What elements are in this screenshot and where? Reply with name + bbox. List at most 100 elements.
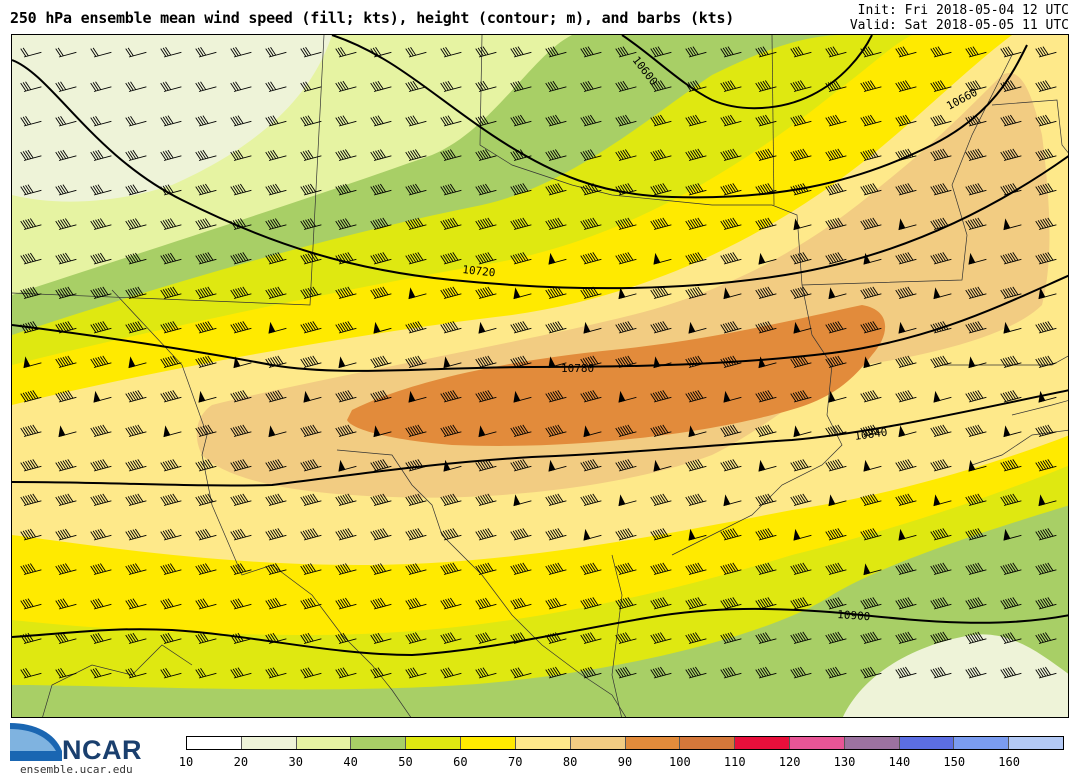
wind-barb (685, 597, 707, 610)
wind-barb (825, 148, 847, 161)
wind-barb (965, 493, 987, 506)
wind-barb (650, 46, 672, 58)
wind-barb (825, 217, 847, 230)
colorbar-segment (351, 737, 407, 749)
wind-barb (338, 356, 357, 369)
wind-barb (405, 424, 427, 437)
wind-barb (860, 666, 882, 679)
wind-barb (1000, 183, 1022, 196)
wind-barb (20, 81, 42, 92)
wind-barb (860, 183, 882, 196)
wind-barb (125, 149, 147, 161)
wind-barb (125, 632, 147, 644)
wind-barb (650, 562, 672, 575)
wind-barb (265, 115, 287, 127)
boundary-line (111, 289, 412, 717)
wind-barb (720, 321, 742, 334)
wind-barb (685, 493, 707, 506)
wind-barb (20, 184, 42, 196)
wind-barb (968, 252, 987, 265)
wind-barb (90, 355, 112, 368)
wind-barb (545, 562, 567, 575)
wind-barb (230, 667, 252, 679)
wind-barb (265, 149, 287, 161)
wind-barb (790, 252, 812, 265)
wind-barb (650, 424, 672, 437)
wind-barb (860, 217, 882, 230)
wind-barb (863, 356, 882, 369)
wind-barb (440, 562, 462, 575)
wind-barb (723, 494, 742, 507)
wind-barb (510, 632, 532, 644)
wind-barb (825, 114, 847, 127)
wind-barb (860, 528, 882, 541)
wind-barb (265, 667, 287, 679)
wind-barb (860, 80, 882, 92)
wind-barb (55, 252, 77, 265)
wind-barb (195, 459, 217, 472)
wind-barb (825, 252, 847, 265)
wind-barb (475, 217, 497, 230)
wind-barb (370, 493, 392, 506)
wind-barb (335, 252, 357, 265)
wind-barb (475, 562, 497, 575)
wind-barb (125, 563, 147, 575)
boundary-line (801, 54, 1013, 286)
wind-barb (303, 390, 322, 403)
wind-barb (930, 597, 952, 610)
wind-barb (195, 528, 217, 541)
wind-barb (863, 252, 882, 265)
wind-barb (440, 286, 462, 299)
wind-barb (793, 218, 812, 231)
wind-barb (1000, 355, 1022, 368)
wind-barb (335, 115, 357, 127)
logo-swoosh-light (10, 729, 56, 751)
wind-barb (405, 597, 427, 610)
wind-barb (443, 356, 462, 369)
wind-barb (895, 183, 917, 196)
wind-barb (300, 149, 322, 161)
wind-barb (405, 47, 427, 58)
wind-barb (720, 80, 742, 92)
wind-barb (685, 632, 707, 644)
wind-barb (55, 149, 77, 161)
wind-barb (55, 668, 77, 679)
wind-barb (405, 355, 427, 368)
wind-barb (55, 218, 77, 230)
wind-barb (755, 286, 777, 299)
wind-barb (895, 148, 917, 161)
wind-barb (125, 528, 147, 541)
colorbar-segment (680, 737, 736, 749)
wind-barb (755, 114, 777, 127)
wind-barb (405, 115, 427, 127)
wind-barb (580, 217, 602, 230)
wind-barb (300, 563, 322, 575)
wind-barb (373, 321, 392, 334)
wind-barb (300, 115, 322, 127)
wind-barb (930, 321, 952, 334)
colorbar-segment (241, 737, 297, 749)
wind-barb (300, 424, 322, 437)
colorbar-tick-label: 40 (343, 755, 358, 769)
wind-barb (195, 183, 217, 196)
wind-barb (20, 598, 42, 610)
wind-barb (1038, 390, 1057, 403)
wind-barb (58, 425, 77, 438)
wind-barb (55, 390, 77, 403)
wind-barb (335, 80, 357, 92)
wind-barb (860, 424, 882, 437)
wind-barb (90, 286, 112, 299)
wind-barb (895, 597, 917, 610)
wind-barb (20, 563, 42, 575)
colorbar-tick-label: 150 (943, 755, 966, 769)
wind-barb (618, 287, 637, 300)
wind-barb (790, 80, 812, 92)
wind-barb (618, 390, 637, 403)
wind-barb (1035, 252, 1057, 265)
colorbar-segment (187, 737, 242, 749)
wind-barb (20, 218, 42, 230)
wind-barb (510, 149, 532, 161)
wind-barb (510, 217, 532, 230)
wind-barb (335, 390, 357, 403)
wind-barb (55, 286, 77, 299)
